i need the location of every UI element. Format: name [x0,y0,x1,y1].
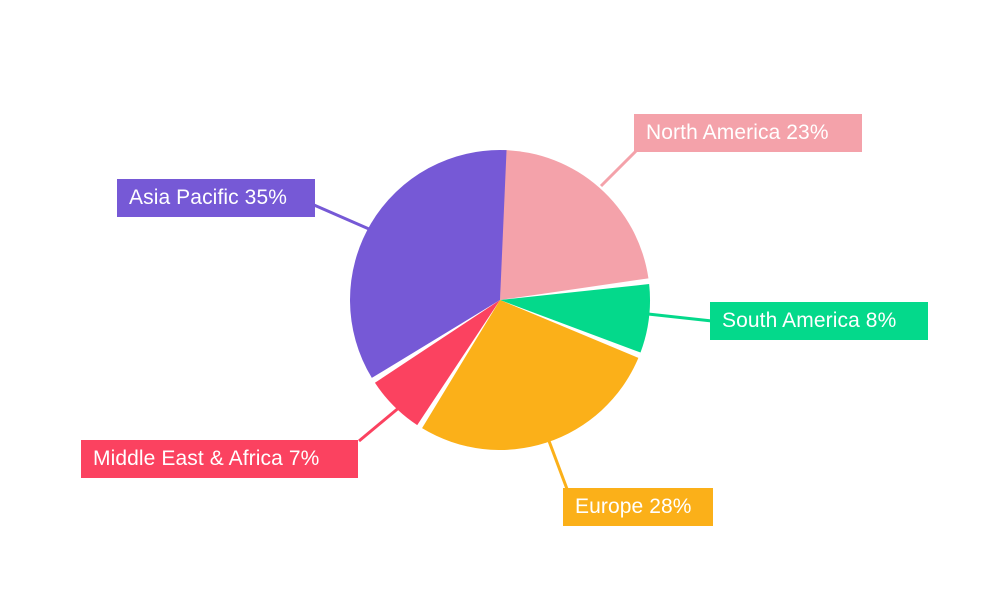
pie-label-text: South America 8% [722,309,897,332]
leader-line-europe [547,440,569,490]
pie-label-europe[interactable]: Europe 28% [563,488,713,526]
pie-label-text: Europe 28% [575,495,692,518]
leader-line-middle-east-africa [358,404,402,443]
pie-slice-asia-pacific[interactable] [350,149,507,378]
pie-slice-middle-east-africa[interactable] [374,300,500,426]
pie-label-text: Asia Pacific 35% [129,186,288,209]
pie-label-middle-east-africa[interactable]: Middle East & Africa 7% [81,440,358,478]
pie-label-text: Middle East & Africa 7% [93,447,320,470]
pie-slice-europe[interactable] [422,300,639,451]
pie-label-asia-pacific[interactable]: Asia Pacific 35% [117,179,315,217]
leader-line-south-america [647,312,713,323]
leader-line-asia-pacific [313,203,370,231]
pie-slices-group [350,149,650,451]
leader-line-north-america [599,148,639,188]
pie-slice-north-america[interactable] [500,150,649,300]
leader-lines-group [313,148,713,490]
pie-label-north-america[interactable]: North America 23% [634,114,862,152]
pie-slice-south-america[interactable] [500,284,650,353]
pie-label-text: North America 23% [646,121,829,144]
pie-label-south-america[interactable]: South America 8% [710,302,928,340]
